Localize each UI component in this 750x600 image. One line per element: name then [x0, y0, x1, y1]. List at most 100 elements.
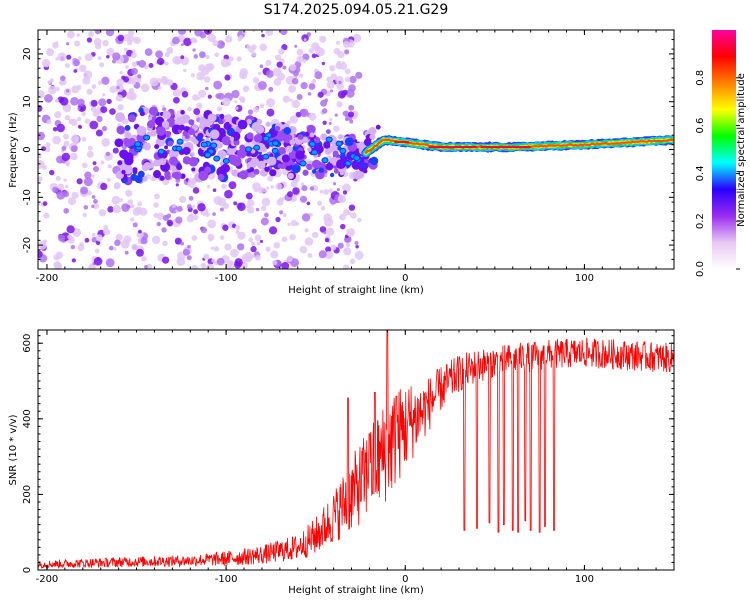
spectrogram-speckle: [175, 216, 183, 224]
spectrogram-band-blob: [128, 137, 136, 146]
spectrogram-speckle: [320, 99, 328, 107]
spectrogram-speckle: [318, 250, 327, 259]
spectrogram-speckle: [216, 106, 223, 112]
spectrogram-speckle: [112, 204, 121, 214]
figure-title: S174.2025.094.05.21.G29: [264, 2, 449, 18]
spectrogram-speckle: [279, 210, 284, 215]
spectrogram-speckle: [45, 63, 49, 68]
spectrogram-speckle: [212, 188, 217, 192]
spectrogram-speckle: [183, 37, 192, 47]
spectrogram-speckle: [349, 258, 356, 265]
spectrogram-band-blob: [239, 170, 249, 180]
spectrogram-band-blob: [291, 164, 301, 174]
spectrogram-speckle: [311, 79, 317, 84]
spectrogram-band-blob: [285, 145, 293, 153]
spectrogram-speckle: [193, 209, 199, 215]
spectrogram-speckle: [91, 232, 96, 237]
spectrogram-speckle: [174, 237, 182, 245]
spectrogram-band-blob: [156, 126, 166, 136]
spectrogram-speckle: [108, 245, 114, 251]
colorbar-label: Normalized spectral amplitude: [736, 73, 747, 227]
spectrogram-speckle: [156, 212, 165, 220]
spectrogram-band-blob: [188, 156, 199, 167]
spectrogram-speckle: [130, 217, 135, 222]
spectrogram-speckle: [273, 241, 281, 249]
spectrogram-speckle: [98, 209, 107, 217]
spectrogram-band-blob: [204, 166, 212, 174]
spectrogram-speckle: [80, 186, 89, 195]
spectrogram-speckle: [126, 91, 135, 100]
spectrogram-speckle: [207, 33, 216, 43]
spectrogram-speckle: [224, 243, 232, 251]
spectrogram-speckle: [139, 207, 148, 216]
colorbar-ticks: 0.0 0.2 0.4 0.6 0.8: [695, 70, 740, 277]
snr-line: [38, 330, 674, 570]
spectrogram-speckle: [281, 236, 288, 242]
spectrogram-speckle: [324, 237, 330, 243]
spectrogram-speckle: [304, 237, 314, 246]
spectrogram-speckle: [38, 90, 45, 99]
spectrogram-band-blob: [190, 136, 196, 143]
spectrogram-speckle: [317, 91, 324, 98]
spectrogram-speckle: [153, 212, 159, 218]
spectrogram-speckle: [282, 213, 287, 218]
spectrogram-speckle: [103, 228, 111, 236]
spectrogram-speckle: [196, 71, 205, 81]
spectrogram-band-blob: [289, 139, 296, 146]
spectrogram-speckle: [88, 30, 95, 37]
spectrogram-speckle: [241, 254, 250, 262]
spectrogram-band-blob: [171, 171, 179, 179]
spectrogram-speckle: [53, 254, 60, 261]
spectrogram-speckle: [76, 178, 83, 185]
spectrogram-speckle: [289, 115, 299, 124]
spectrogram-speckle: [306, 201, 311, 206]
spectrogram-speckle: [192, 214, 199, 221]
spectrogram-speckle: [220, 58, 230, 68]
spectrogram-speckle: [95, 240, 101, 246]
spectrogram-speckle: [162, 178, 170, 186]
spectrogram-speckle: [188, 195, 194, 201]
spectrogram-speckle: [207, 219, 216, 229]
spectrogram-speckle: [158, 86, 162, 90]
spectrogram-speckle: [140, 83, 150, 93]
spectrogram-band-blob: [143, 142, 151, 151]
spectrogram-band-blob: [257, 160, 266, 170]
spectrogram-speckle: [190, 151, 195, 156]
spectrogram-speckle: [290, 219, 298, 227]
spectrogram-band-blob: [246, 118, 252, 125]
spectrogram-speckle: [255, 207, 260, 212]
spectrogram-band-blob: [339, 163, 345, 168]
spectrogram-speckle: [137, 201, 143, 207]
spectrogram-speckle: [133, 36, 141, 45]
spectrogram-speckle: [344, 49, 350, 55]
spectrogram-speckle: [161, 107, 167, 112]
spectrogram-speckle: [337, 242, 344, 249]
spectrogram-band-blob: [223, 121, 232, 131]
spectrogram-speckle: [45, 146, 51, 153]
spectrogram-speckle: [235, 229, 240, 235]
spectrogram-band-blob: [251, 161, 256, 166]
spectrogram-speckle: [321, 108, 328, 114]
spectrogram-speckle: [190, 73, 195, 78]
spectrogram-speckle: [117, 104, 124, 111]
spectrogram-speckle: [299, 195, 308, 203]
spectrogram-speckle: [294, 178, 299, 183]
spectrogram-speckle: [252, 182, 261, 191]
spectrogram-y-axis-label: Frequency (Hz): [8, 112, 19, 188]
y-tick-label: -20: [22, 237, 33, 253]
spectrogram-speckle: [91, 84, 97, 89]
spectrogram-speckle: [196, 102, 203, 109]
spectrogram-speckle: [161, 104, 165, 108]
spectrogram-speckle: [192, 48, 196, 52]
spectrogram-speckle: [101, 138, 110, 147]
spectrogram-speckle: [106, 47, 115, 56]
spectrogram-speckle: [55, 98, 59, 103]
spectrogram-speckle: [215, 93, 221, 99]
spectrogram-speckle: [321, 61, 326, 66]
spectrogram-speckle: [187, 106, 192, 112]
colorbar-tick-label: 0.6: [695, 118, 706, 134]
spectrogram-speckle: [300, 182, 305, 186]
spectrogram-speckle: [52, 126, 58, 132]
spectrogram-highlight: [299, 160, 307, 167]
spectrogram-band-blob: [249, 167, 255, 173]
